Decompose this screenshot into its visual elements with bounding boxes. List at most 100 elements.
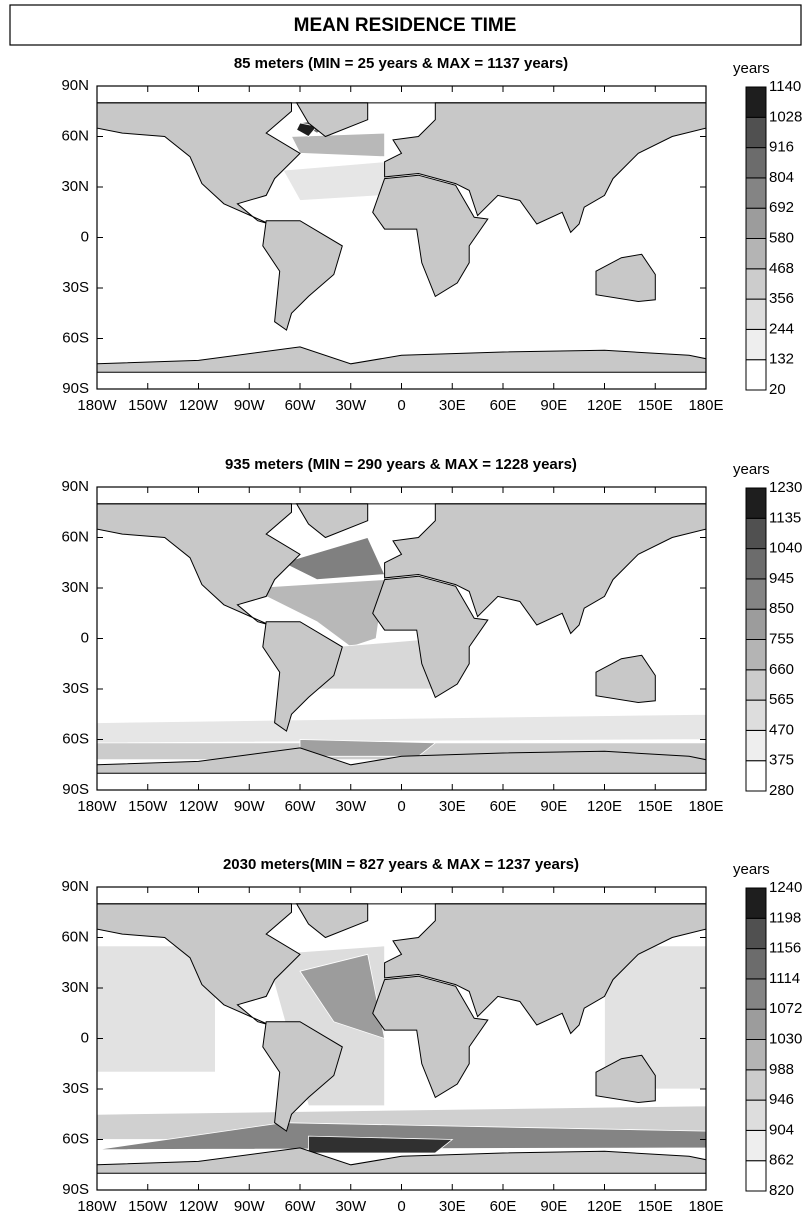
panel-title: 2030 meters(MIN = 827 years & MAX = 1237… (223, 856, 579, 873)
colorbar-tick-label: 1240 (769, 879, 802, 896)
colorbar-swatch (746, 299, 766, 329)
colorbar-swatch (746, 918, 766, 948)
colorbar-tick-label: 945 (769, 570, 794, 587)
panel-title: 85 meters (MIN = 25 years & MAX = 1137 y… (234, 55, 568, 72)
x-tick-label: 120W (179, 397, 219, 414)
x-tick-label: 90E (540, 397, 567, 414)
x-tick-label: 90E (540, 798, 567, 815)
colorbar-tick-label: 565 (769, 691, 794, 708)
x-tick-label: 180W (77, 1198, 117, 1215)
panel-title: 935 meters (MIN = 290 years & MAX = 1228… (225, 456, 577, 473)
x-tick-label: 120E (587, 397, 622, 414)
y-tick-label: 60N (61, 127, 89, 144)
y-tick-label: 60S (62, 1130, 89, 1147)
y-tick-label: 90S (62, 781, 89, 798)
colorbar-swatch (746, 979, 766, 1009)
x-tick-label: 90W (234, 397, 266, 414)
x-tick-label: 150E (638, 798, 673, 815)
x-tick-label: 30W (335, 397, 367, 414)
colorbar-swatch (746, 949, 766, 979)
colorbar-swatch (746, 1130, 766, 1160)
y-tick-label: 60S (62, 329, 89, 346)
x-tick-label: 150E (638, 1198, 673, 1215)
x-tick-label: 120E (587, 1198, 622, 1215)
colorbar-label: years (733, 60, 770, 77)
colorbar-label: years (733, 461, 770, 478)
colorbar-tick-label: 946 (769, 1091, 794, 1108)
x-tick-label: 60W (285, 397, 317, 414)
x-tick-label: 150W (128, 397, 168, 414)
colorbar-tick-label: 1072 (769, 1000, 802, 1017)
colorbar-swatch (746, 239, 766, 269)
colorbar-swatch (746, 269, 766, 299)
colorbar-swatch (746, 87, 766, 117)
colorbar-tick-label: 1140 (769, 78, 801, 95)
x-tick-label: 30E (439, 798, 466, 815)
colorbar-tick-label: 1156 (769, 940, 801, 957)
colorbar-tick-label: 470 (769, 721, 794, 738)
colorbar-tick-label: 904 (769, 1121, 794, 1138)
x-tick-label: 180E (688, 1198, 723, 1215)
colorbar-swatch (746, 117, 766, 147)
colorbar-swatch (746, 888, 766, 918)
x-tick-label: 60E (490, 1198, 517, 1215)
colorbar-tick-label: 988 (769, 1061, 794, 1078)
y-tick-label: 90N (61, 478, 89, 495)
colorbar-tick-label: 804 (769, 169, 794, 186)
colorbar-tick-label: 660 (769, 661, 794, 678)
colorbar-swatch (746, 1040, 766, 1070)
x-tick-label: 60E (490, 798, 517, 815)
colorbar-swatch (746, 178, 766, 208)
colorbar-swatch (746, 640, 766, 670)
y-tick-label: 0 (81, 629, 89, 646)
colorbar-tick-label: 1030 (769, 1030, 802, 1047)
colorbar-tick-label: 356 (769, 290, 794, 307)
y-tick-label: 90N (61, 77, 89, 94)
y-tick-label: 60S (62, 730, 89, 747)
x-tick-label: 90E (540, 1198, 567, 1215)
colorbar-tick-label: 1028 (769, 108, 802, 125)
colorbar-swatch (746, 488, 766, 518)
colorbar-swatch (746, 148, 766, 178)
x-tick-label: 90W (234, 798, 266, 815)
x-tick-label: 0 (397, 1198, 405, 1215)
y-tick-label: 30N (61, 579, 89, 596)
x-tick-label: 180E (688, 798, 723, 815)
colorbar-swatch (746, 329, 766, 359)
x-tick-label: 60E (490, 397, 517, 414)
x-tick-label: 120E (587, 798, 622, 815)
x-tick-label: 90W (234, 1198, 266, 1215)
colorbar-swatch (746, 670, 766, 700)
y-tick-label: 0 (81, 228, 89, 245)
x-tick-label: 150W (128, 798, 168, 815)
x-tick-label: 180W (77, 798, 117, 815)
colorbar-swatch (746, 700, 766, 730)
x-tick-label: 180E (688, 397, 723, 414)
colorbar-tick-label: 244 (769, 320, 794, 337)
x-tick-label: 0 (397, 798, 405, 815)
colorbar-tick-label: 1230 (769, 479, 802, 496)
colorbar-tick-label: 916 (769, 139, 794, 156)
x-tick-label: 60W (285, 798, 317, 815)
y-tick-label: 90S (62, 1181, 89, 1198)
x-tick-label: 150E (638, 397, 673, 414)
colorbar-tick-label: 1114 (769, 970, 800, 987)
colorbar-tick-label: 1198 (769, 909, 801, 926)
colorbar-tick-label: 755 (769, 630, 794, 647)
x-tick-label: 0 (397, 397, 405, 414)
y-tick-label: 60N (61, 528, 89, 545)
colorbar-swatch (746, 549, 766, 579)
x-tick-label: 30E (439, 397, 466, 414)
colorbar-tick-label: 132 (769, 351, 794, 368)
colorbar-tick-label: 375 (769, 752, 794, 769)
colorbar-swatch (746, 360, 766, 390)
contour-shade (309, 1136, 453, 1153)
colorbar-tick-label: 580 (769, 229, 794, 246)
colorbar-tick-label: 1135 (769, 509, 801, 526)
colorbar-swatch (746, 1009, 766, 1039)
x-tick-label: 180W (77, 397, 117, 414)
colorbar-swatch (746, 579, 766, 609)
x-tick-label: 150W (128, 1198, 168, 1215)
y-tick-label: 30S (62, 279, 89, 296)
colorbar-swatch (746, 1070, 766, 1100)
